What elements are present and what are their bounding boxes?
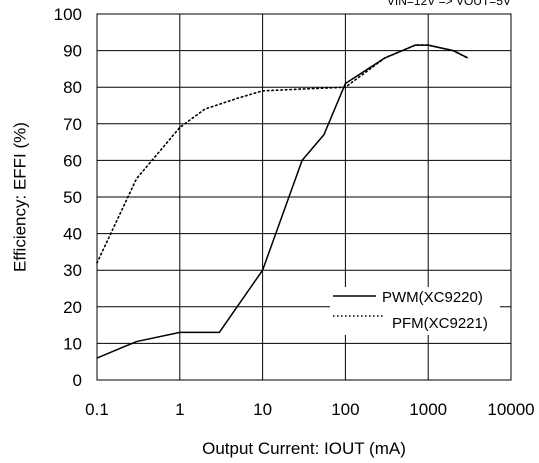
y-tick-label: 100 [54,5,82,24]
y-axis-title: Efficiency: EFFI (%) [10,122,29,272]
series-line-pfm [96,44,469,264]
y-tick-label: 60 [63,151,82,170]
x-axis-title: Output Current: IOUT (mA) [202,439,406,458]
y-tick-label: 30 [63,261,82,280]
legend-label-pfm: PFM(XC9221) [392,315,488,332]
legend-background [330,287,500,335]
y-tick-label: 20 [63,298,82,317]
x-tick-label: 1 [175,400,184,419]
y-tick-label: 90 [63,42,82,61]
x-tick-label: 10000 [487,400,534,419]
tick-layer: 0.1 1 10 100 1000 10000 0 10 20 30 40 50 60 70 80 90 100 [54,5,535,419]
y-tick-label: 40 [63,225,82,244]
x-tick-label: 1000 [409,400,447,419]
x-tick-label: 0.1 [85,400,109,419]
plot-frame [96,13,512,381]
y-tick-label: 70 [63,115,82,134]
grid-layer [97,14,511,380]
chart-annotation: VIN=12V => VOUT=5V [387,0,511,8]
y-tick-label: 80 [63,78,82,97]
y-tick-label: 50 [63,188,82,207]
x-tick-label: 10 [253,400,272,419]
y-tick-label: 10 [63,334,82,353]
legend: PWM(XC9220) PFM(XC9221) [330,287,500,335]
x-tick-label: 100 [331,400,359,419]
legend-label-pwm: PWM(XC9220) [382,289,483,306]
series-layer [96,44,469,359]
y-tick-label: 0 [73,371,82,390]
